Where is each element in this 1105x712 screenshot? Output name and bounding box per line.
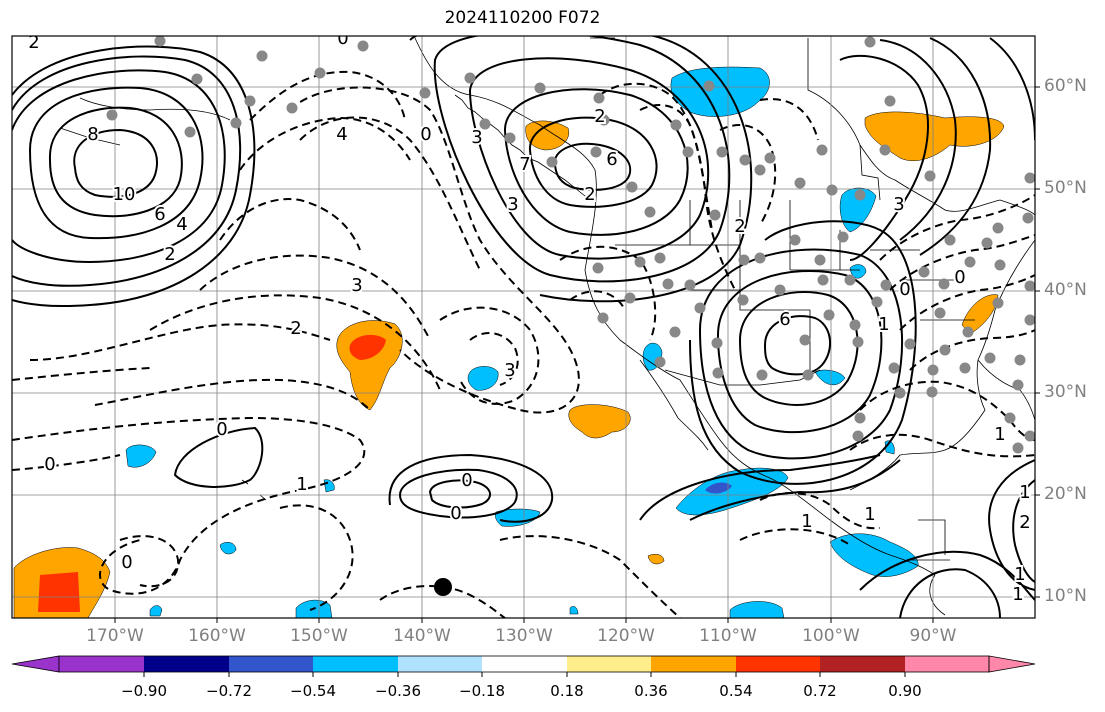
negative-anomaly-area [125, 444, 157, 468]
lon-label: 150°W [290, 626, 348, 646]
lon-label: 160°W [188, 626, 246, 646]
colorbar-tick-label: −0.54 [290, 682, 336, 700]
negative-anomaly-area [729, 601, 785, 618]
lat-label: 20°N [1044, 484, 1087, 504]
contour-label: 3 [507, 194, 518, 215]
contour-label: 2 [1019, 512, 1030, 533]
contour-label: 1 [994, 424, 1005, 445]
negative-anomaly-area [467, 366, 499, 391]
lon-label: 170°W [86, 626, 144, 646]
colorbar [11, 655, 1036, 677]
colorbar-tick-label: 0.90 [888, 682, 922, 700]
contour-label: 3 [351, 275, 362, 296]
contour-label: 0 [121, 552, 132, 573]
contour-label: 0 [450, 503, 461, 524]
contour-label: 0 [216, 419, 227, 440]
negative-anomaly-area [149, 605, 163, 617]
contour-label: 1 [801, 511, 812, 532]
map-title: 2024110200 F072 [444, 8, 601, 28]
colorbar-low-extension [11, 655, 60, 673]
axis-ticks [114, 86, 1040, 623]
lon-label: 90°W [909, 626, 957, 646]
contour-label: 0 [337, 28, 348, 49]
lon-label: 120°W [597, 626, 655, 646]
contour-label: 6 [154, 204, 165, 225]
colorbar-tick-label: 0.18 [550, 682, 584, 700]
contour-label: 2 [734, 216, 745, 237]
colorbar-segment [229, 656, 313, 672]
lat-label: 50°N [1044, 178, 1087, 198]
contour-label: 4 [176, 214, 187, 235]
contour-label: 1 [1012, 584, 1023, 605]
colorbar-segment [144, 656, 229, 672]
lon-label: 130°W [495, 626, 553, 646]
negative-anomaly-area [569, 606, 579, 615]
negative-anomaly-area [219, 542, 237, 555]
colorbar-tick-label: −0.90 [121, 682, 167, 700]
colorbar-high-extension [988, 655, 1036, 673]
positive-contours [12, 36, 1035, 618]
contour-label: 6 [606, 149, 617, 170]
contour-label: 1 [864, 504, 875, 525]
colorbar-tick-label: −0.36 [375, 682, 421, 700]
colorbar-tick-label: −0.18 [459, 682, 505, 700]
contour-label: 2 [584, 184, 595, 205]
lat-label: 40°N [1044, 280, 1087, 300]
contour-label: 1 [1019, 482, 1030, 503]
observation-dots [106, 36, 1035, 454]
contour-label: 2 [28, 32, 39, 53]
colorbar-segment [567, 656, 651, 672]
positive-anomaly-area [647, 553, 665, 565]
colorbar-segment [482, 656, 567, 672]
contour-label: 3 [893, 194, 904, 215]
positive-anomaly-area [568, 404, 631, 439]
contour-label: 2 [594, 106, 605, 127]
contour-label: 3 [504, 360, 515, 381]
colorbar-segment [59, 656, 144, 672]
colorbar-tick-label: 0.72 [803, 682, 837, 700]
contour-label: 6 [779, 309, 790, 330]
colorbar-tick-label: 0.36 [634, 682, 668, 700]
lat-label: 10°N [1044, 586, 1087, 606]
lat-label: 30°N [1044, 382, 1087, 402]
contour-label: 0 [954, 267, 965, 288]
contour-label: 1 [296, 474, 307, 495]
lon-label: 140°W [393, 626, 451, 646]
colorbar-tick-label: 0.54 [719, 682, 753, 700]
contour-label: 10 [113, 184, 136, 205]
colorbar-segment [820, 656, 905, 672]
contour-label: 2 [290, 318, 301, 339]
contour-label: 4 [336, 124, 347, 145]
colorbar-segment [905, 656, 989, 672]
colorbar-segment [398, 656, 482, 672]
contour-label: 0 [899, 279, 910, 300]
colorbar-tick-label: −0.72 [206, 682, 252, 700]
colorbar-frame [58, 655, 990, 673]
positive-anomaly-area [336, 320, 403, 411]
negative-anomaly-area [814, 369, 846, 385]
contour-label: 1 [878, 314, 889, 335]
strong-positive-anomaly-area [38, 572, 80, 612]
contour-label: 0 [461, 470, 472, 491]
positive-anomaly-area [961, 294, 999, 335]
colorbar-segment [313, 656, 398, 672]
lon-label: 110°W [699, 626, 757, 646]
contour-label: 7 [519, 154, 530, 175]
contour-label: 1 [1014, 564, 1025, 585]
lon-label: 100°W [802, 626, 860, 646]
contour-label: 2 [164, 244, 175, 265]
colorbar-segment [651, 656, 736, 672]
contour-label: 0 [420, 124, 431, 145]
negative-anomaly-area [670, 66, 770, 117]
colorbar-segment [736, 656, 820, 672]
contour-label: 0 [44, 454, 55, 475]
strong-positive-anomaly-area [349, 334, 386, 360]
marker-dot [434, 578, 452, 596]
lat-label: 60°N [1044, 76, 1087, 96]
contour-label: 8 [87, 124, 98, 145]
strong-negative-anomaly-area [705, 482, 732, 494]
contour-label: 3 [471, 127, 482, 148]
